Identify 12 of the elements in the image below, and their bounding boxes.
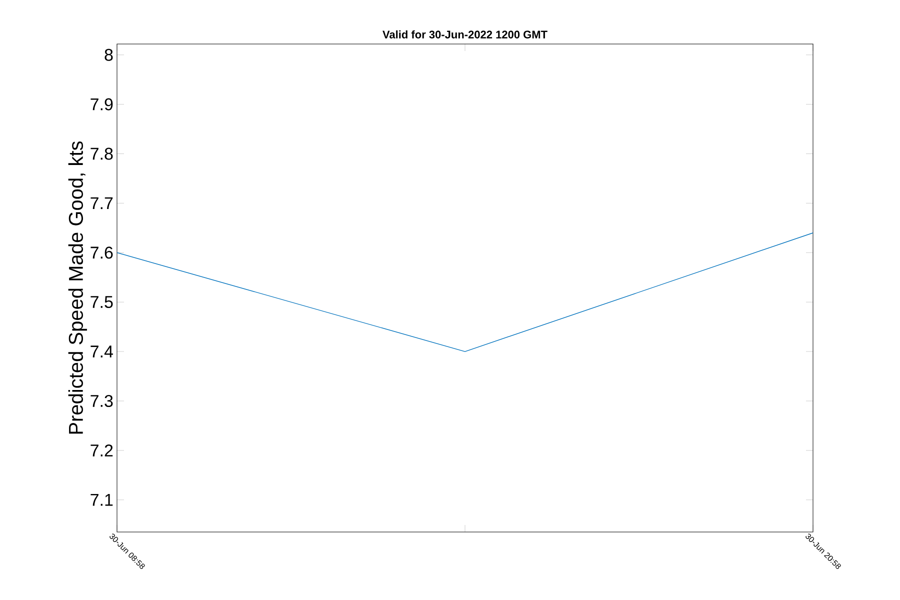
y-tick-label: 7.6 — [90, 246, 113, 259]
y-tick-label: 7.7 — [90, 197, 113, 210]
y-axis-title: Predicted Speed Made Good, kts — [68, 141, 87, 434]
y-tick-label: 7.1 — [90, 494, 113, 506]
y-tick-label: 7.5 — [90, 296, 113, 308]
chart-title: Valid for 30-Jun-2022 1200 GMT — [382, 30, 548, 38]
y-tick-label: 7.4 — [90, 346, 113, 358]
y-tick-label: 7.9 — [90, 98, 113, 110]
y-tick-label: 8 — [104, 48, 113, 61]
y-tick-label: 7.2 — [90, 444, 113, 456]
y-tick-label: 7.8 — [90, 148, 113, 160]
y-tick-label: 7.3 — [90, 394, 113, 407]
